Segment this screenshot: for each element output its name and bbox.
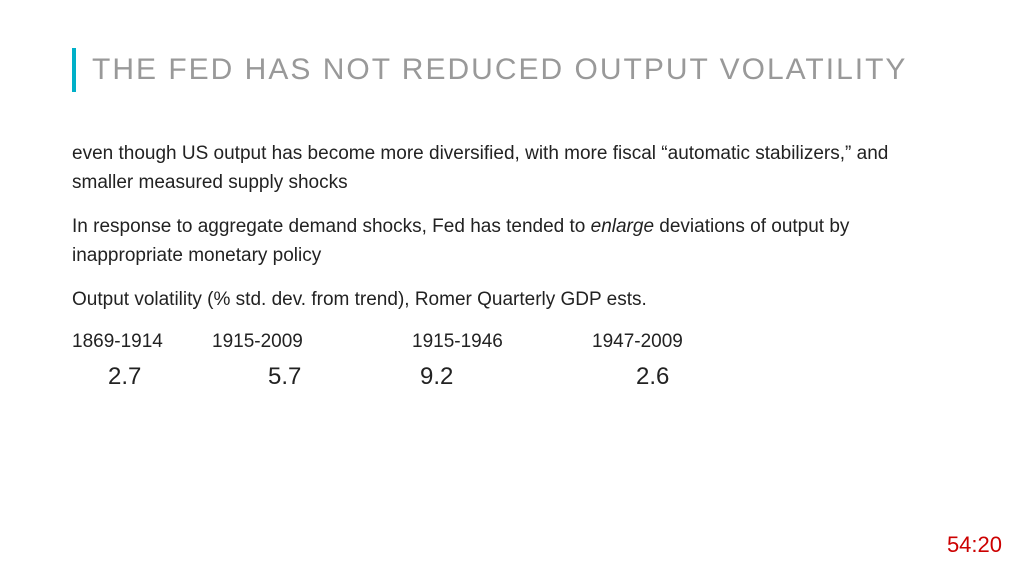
table-header: 1915-2009 [212,331,412,353]
slide-title: THE FED HAS NOT REDUCED OUTPUT VOLATILIT… [92,53,907,87]
paragraph-3: Output volatility (% std. dev. from tren… [72,286,952,315]
table-value: 5.7 [212,363,412,391]
table-value: 2.6 [592,363,772,391]
table-header: 1869-1914 [72,331,212,353]
timestamp: 54:20 [947,532,1002,558]
slide-container: THE FED HAS NOT REDUCED OUTPUT VOLATILIT… [0,0,1024,576]
data-table-header-row: 1869-1914 1915-2009 1915-1946 1947-2009 [72,331,952,353]
table-value: 2.7 [72,363,212,391]
table-header: 1915-1946 [412,331,592,353]
title-container: THE FED HAS NOT REDUCED OUTPUT VOLATILIT… [72,48,952,92]
table-value: 9.2 [412,363,592,391]
accent-bar [72,48,76,92]
paragraph-2-prefix: In response to aggregate demand shocks, … [72,216,591,237]
paragraph-1: even though US output has become more di… [72,140,952,197]
table-header: 1947-2009 [592,331,772,353]
paragraph-2-italic: enlarge [591,216,654,237]
data-table-value-row: 2.7 5.7 9.2 2.6 [72,363,952,391]
paragraph-2: In response to aggregate demand shocks, … [72,213,952,270]
